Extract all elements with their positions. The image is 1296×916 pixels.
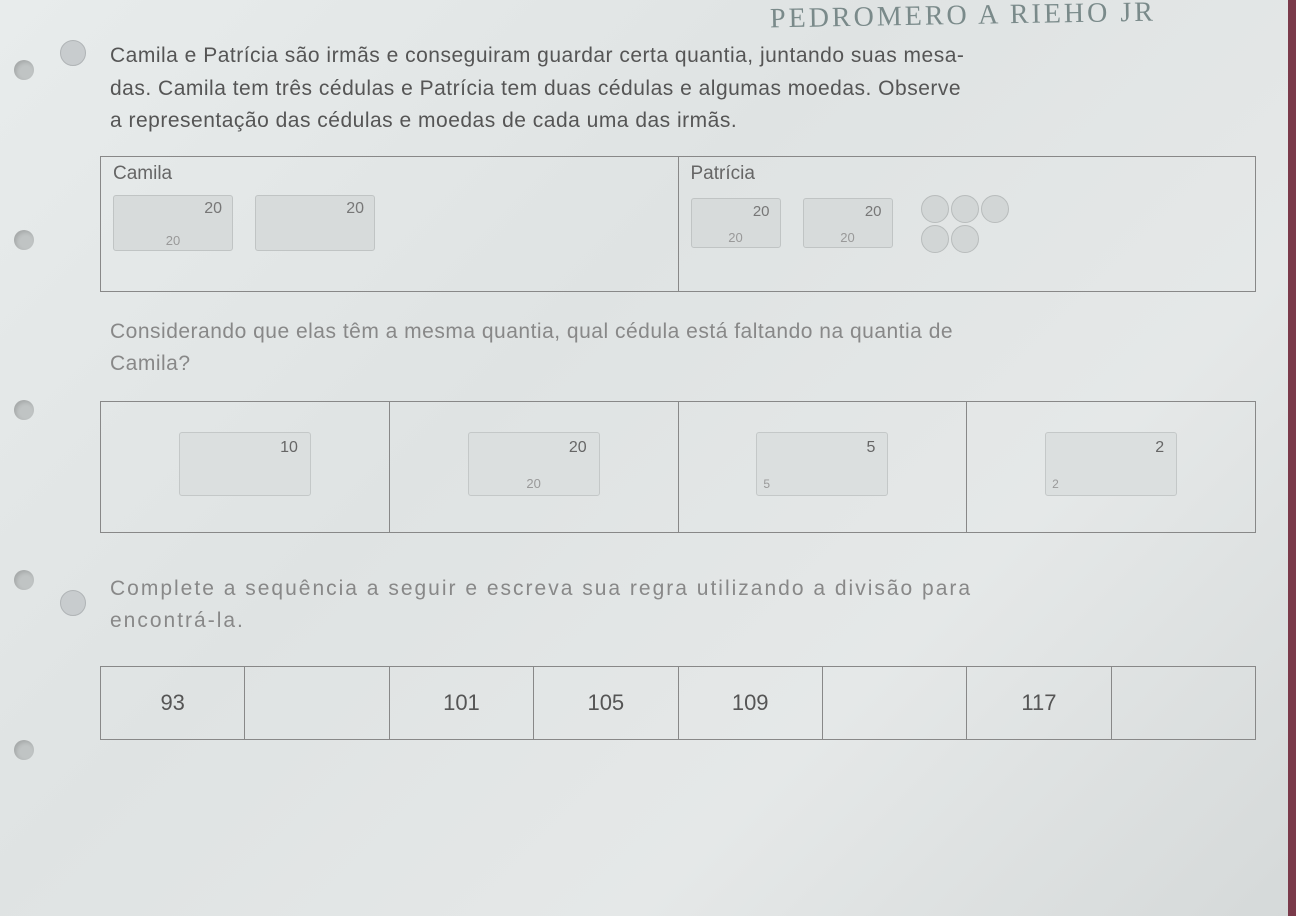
note-value: 20 [865, 203, 882, 220]
seq-cell[interactable] [822, 666, 966, 739]
table-row: 10 20 20 5 5 [101, 401, 1256, 532]
hole [14, 570, 34, 590]
coin-icon [921, 225, 949, 253]
patricia-cell: Patrícia 20 20 20 20 [678, 156, 1256, 291]
note-sub: 20 [526, 476, 540, 491]
camila-notes-row: 20 20 20 [113, 195, 666, 251]
banknote-icon: 5 5 [756, 432, 888, 496]
table-row: Camila 20 20 20 Patrícia 20 [101, 156, 1256, 291]
student-name-handwriting: PEDROMERO A RIEHO JR [770, 0, 1156, 35]
sequence-table: 93 101 105 109 117 [100, 666, 1256, 740]
note-sub: 20 [166, 233, 180, 248]
banknote-icon: 20 20 [691, 198, 781, 248]
banknote-icon: 20 20 [803, 198, 893, 248]
note-value: 20 [753, 203, 770, 220]
binder-holes [14, 0, 44, 916]
q1-line-2: das. Camila tem três cédulas e Patrícia … [110, 73, 1256, 106]
q2-line-1: Complete a sequência a seguir e escreva … [110, 573, 1256, 606]
note-value: 20 [204, 200, 222, 218]
seq-cell[interactable]: 109 [678, 666, 822, 739]
hole [14, 60, 34, 80]
patricia-label: Patrícia [691, 163, 1244, 185]
question-1-bullet-icon [60, 40, 86, 66]
note-value: 20 [569, 439, 587, 457]
seq-cell[interactable]: 105 [534, 666, 678, 739]
hole [14, 400, 34, 420]
camila-label: Camila [113, 163, 666, 185]
camila-cell: Camila 20 20 20 [101, 156, 679, 291]
q1-question-line-1: Considerando que elas têm a mesma quanti… [110, 316, 1256, 349]
q2-line-2: encontrá-la. [110, 605, 1256, 638]
patricia-notes-row: 20 20 20 20 [691, 195, 1244, 251]
note-sub: 20 [728, 230, 742, 245]
banknote-icon: 20 20 [468, 432, 600, 496]
q1-line-1: Camila e Patrícia são irmãs e conseguira… [110, 40, 1256, 73]
option-cell[interactable]: 2 2 [967, 401, 1256, 532]
question-2-bullet-icon [60, 590, 86, 616]
banknote-icon: 10 [179, 432, 311, 496]
note-value: 20 [346, 200, 364, 218]
hole [14, 740, 34, 760]
q1-question-line-2: Camila? [110, 348, 1256, 381]
option-cell[interactable]: 20 20 [389, 401, 678, 532]
note-corner: 5 [763, 477, 770, 491]
note-sub: 20 [840, 230, 854, 245]
table-row: 93 101 105 109 117 [101, 666, 1256, 739]
seq-cell[interactable] [245, 666, 389, 739]
option-cell[interactable]: 10 [101, 401, 390, 532]
q1-line-3: a representação das cédulas e moedas de … [110, 105, 1256, 138]
banknote-icon: 2 2 [1045, 432, 1177, 496]
seq-cell[interactable]: 117 [967, 666, 1111, 739]
answer-options-table: 10 20 20 5 5 [100, 401, 1256, 533]
seq-cell[interactable]: 93 [101, 666, 245, 739]
option-cell[interactable]: 5 5 [678, 401, 967, 532]
seq-cell[interactable] [1111, 666, 1255, 739]
coin-icon [981, 195, 1009, 223]
note-corner: 2 [1052, 477, 1059, 491]
banknote-icon: 20 20 [113, 195, 233, 251]
money-holdings-table: Camila 20 20 20 Patrícia 20 [100, 156, 1256, 292]
note-value: 10 [280, 439, 298, 457]
coins-group [921, 195, 1007, 251]
coin-icon [951, 195, 979, 223]
coin-icon [951, 225, 979, 253]
worksheet-paper: PEDROMERO A RIEHO JR Camila e Patrícia s… [0, 0, 1296, 916]
coin-icon [921, 195, 949, 223]
note-value: 2 [1155, 439, 1164, 457]
seq-cell[interactable]: 101 [389, 666, 533, 739]
banknote-icon: 20 [255, 195, 375, 251]
note-value: 5 [866, 439, 875, 457]
hole [14, 230, 34, 250]
